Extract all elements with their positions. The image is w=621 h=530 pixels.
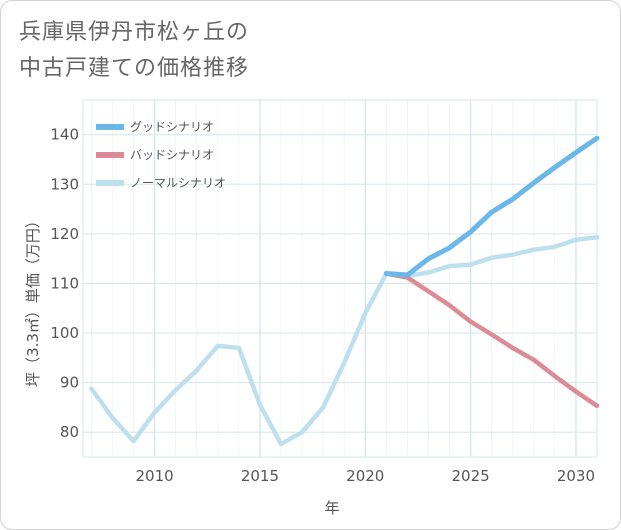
series-line-good[interactable] — [383, 135, 600, 278]
legend-label-normal[interactable]: ノーマルシナリオ — [130, 176, 226, 190]
legend: グッドシナリオ バッドシナリオ ノーマルシナリオ — [96, 120, 226, 190]
tick-labels: 2010 2015 2020 2025 2030 80 90 100 110 120 130 140 — [50, 126, 595, 485]
y-axis-label: 坪（3.3㎡）単価（万円） — [24, 213, 42, 387]
y-tick-label: 90 — [60, 374, 79, 392]
y-tick-label: 130 — [50, 175, 79, 193]
y-tick-label: 80 — [60, 423, 79, 441]
series-line-normal[interactable] — [89, 235, 600, 447]
y-tick-label: 110 — [50, 274, 79, 292]
chart-title-line-2: 中古戸建ての価格推移 — [19, 56, 250, 81]
x-tick-label: 2030 — [557, 467, 595, 485]
y-tick-label: 100 — [50, 324, 79, 342]
y-tick-label: 120 — [50, 225, 79, 243]
grid — [82, 99, 598, 458]
y-tick-label: 140 — [50, 126, 79, 144]
series-lines — [89, 135, 600, 447]
series-line-bad[interactable] — [384, 271, 600, 409]
chart-title-line-1: 兵庫県伊丹市松ヶ丘の — [19, 20, 250, 45]
legend-label-bad[interactable]: バッドシナリオ — [130, 148, 214, 162]
chart-title: 兵庫県伊丹市松ヶ丘の 中古戸建ての価格推移 — [19, 15, 249, 87]
legend-label-good[interactable]: グッドシナリオ — [130, 120, 214, 134]
x-tick-label: 2025 — [452, 467, 490, 485]
x-tick-label: 2010 — [136, 467, 174, 485]
x-axis-label: 年 — [324, 499, 339, 517]
x-tick-label: 2020 — [346, 467, 384, 485]
x-tick-label: 2015 — [241, 467, 279, 485]
